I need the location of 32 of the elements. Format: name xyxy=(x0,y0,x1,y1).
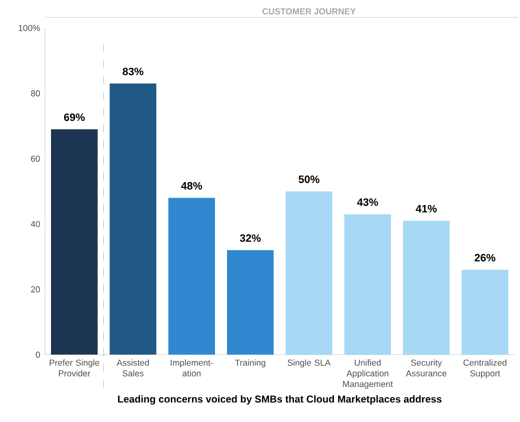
x-tick-label: Training xyxy=(235,359,266,368)
data-label: 41% xyxy=(416,204,437,212)
y-tick-label: 40 xyxy=(30,220,40,228)
y-tick-label: 60 xyxy=(31,156,40,162)
y-tick-label: 100% xyxy=(18,24,40,32)
data-label: 32% xyxy=(240,234,261,242)
data-label: 43% xyxy=(357,198,378,206)
x-tick-label: Implement-ation xyxy=(170,359,213,376)
y-tick-label: 80 xyxy=(31,90,40,96)
x-tick-label: Single SLA xyxy=(288,359,331,368)
x-tick-label: Security Assurance xyxy=(406,359,446,376)
x-tick-label: Centralized Support xyxy=(464,359,506,378)
bar xyxy=(286,191,332,355)
data-label: 50% xyxy=(298,176,320,184)
bar xyxy=(344,214,391,355)
x-axis-title: Leading concerns voiced by SMBs that Cloud Marketplaces address xyxy=(118,395,442,405)
y-tick-label: 0 xyxy=(36,352,40,358)
bar xyxy=(462,270,508,355)
bar xyxy=(226,250,274,355)
bar xyxy=(110,84,156,355)
bar xyxy=(168,198,215,355)
y-tick-label: 20 xyxy=(31,286,40,292)
data-label: 69% xyxy=(64,113,85,121)
x-tick-label: Prefer Single Provider xyxy=(50,359,100,376)
data-label: 26% xyxy=(474,254,496,262)
x-tick-label: Unified Application Management xyxy=(343,359,393,389)
x-tick-label: Assisted Sales xyxy=(116,359,149,376)
text: CUSTOMER JOURNEY xyxy=(262,8,356,14)
bar xyxy=(402,220,450,355)
bar xyxy=(51,129,98,355)
data-label: 48% xyxy=(181,182,202,190)
data-label: 83% xyxy=(122,68,144,76)
